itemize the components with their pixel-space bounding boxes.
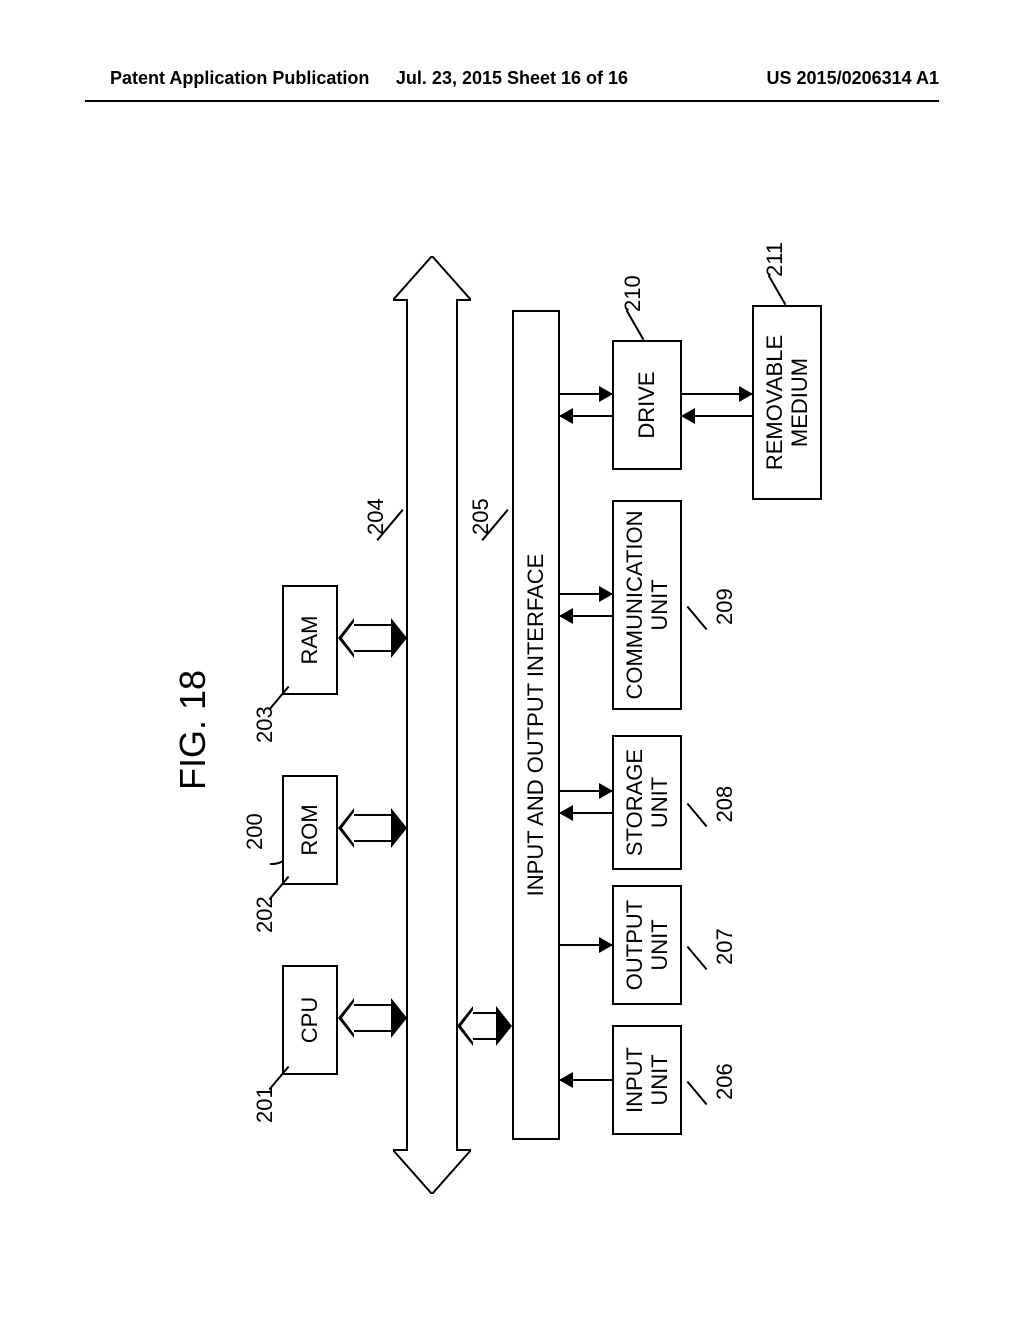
bottom-block-210: DRIVE xyxy=(612,340,682,470)
diagram-canvas: FIG. 18 200 CPU201ROM202RAM203 204 INPUT… xyxy=(172,170,852,1270)
removable-medium-box: REMOVABLE MEDIUM xyxy=(752,305,822,500)
bottom-lead-206 xyxy=(687,1081,708,1105)
bottom-ref-209: 209 xyxy=(712,588,738,625)
top-ref-201: 201 xyxy=(252,1086,278,1123)
io-link-up-209 xyxy=(560,615,612,617)
bottom-block-206: INPUT UNIT xyxy=(612,1025,682,1135)
top-link-203 xyxy=(352,624,393,652)
top-link-202 xyxy=(352,814,393,842)
removable-ref-label: 211 xyxy=(762,242,788,277)
io-link-up-206 xyxy=(560,1079,612,1081)
top-lead-201 xyxy=(269,1066,290,1090)
io-link-up-210 xyxy=(560,415,612,417)
top-lead-203 xyxy=(269,686,290,710)
removable-ref-leader xyxy=(768,275,787,305)
figure-title: FIG. 18 xyxy=(172,670,214,790)
bottom-ref-206: 206 xyxy=(712,1063,738,1100)
top-ref-202: 202 xyxy=(252,896,278,933)
top-ref-203: 203 xyxy=(252,706,278,743)
bottom-lead-208 xyxy=(687,803,708,827)
bottom-block-208: STORAGE UNIT xyxy=(612,735,682,870)
bottom-block-207: OUTPUT UNIT xyxy=(612,885,682,1005)
bottom-ref-207: 207 xyxy=(712,928,738,965)
bus-io-link xyxy=(471,1012,498,1040)
removable-medium-label: REMOVABLE MEDIUM xyxy=(762,335,813,470)
io-link-down-208 xyxy=(560,791,612,793)
bottom-lead-207 xyxy=(687,946,708,970)
io-link-up-208 xyxy=(560,813,612,815)
io-link-down-207 xyxy=(560,944,612,946)
io-interface-label: INPUT AND OUTPUT INTERFACE xyxy=(523,554,549,897)
io-link-down-210 xyxy=(560,393,612,395)
bus-arrow xyxy=(393,256,471,1194)
io-interface: INPUT AND OUTPUT INTERFACE xyxy=(512,310,560,1140)
header-right: US 2015/0206314 A1 xyxy=(767,68,939,89)
system-ref-label: 200 xyxy=(242,813,268,850)
top-lead-202 xyxy=(269,876,290,900)
io-link-down-209 xyxy=(560,593,612,595)
bottom-ref-210: 210 xyxy=(620,275,646,312)
bottom-ref-208: 208 xyxy=(712,786,738,823)
top-block-202: ROM xyxy=(282,775,338,885)
bottom-block-209: COMMUNICATION UNIT xyxy=(612,500,682,710)
top-block-203: RAM xyxy=(282,585,338,695)
bottom-lead-209 xyxy=(687,606,708,630)
bottom-lead-210 xyxy=(626,310,645,340)
top-link-201 xyxy=(352,1004,393,1032)
diagram: FIG. 18 200 CPU201ROM202RAM203 204 INPUT… xyxy=(0,160,1024,1280)
removable-arrow-down xyxy=(682,393,752,395)
header-rule xyxy=(85,100,939,102)
top-block-201: CPU xyxy=(282,965,338,1075)
removable-arrow-up xyxy=(682,415,752,417)
